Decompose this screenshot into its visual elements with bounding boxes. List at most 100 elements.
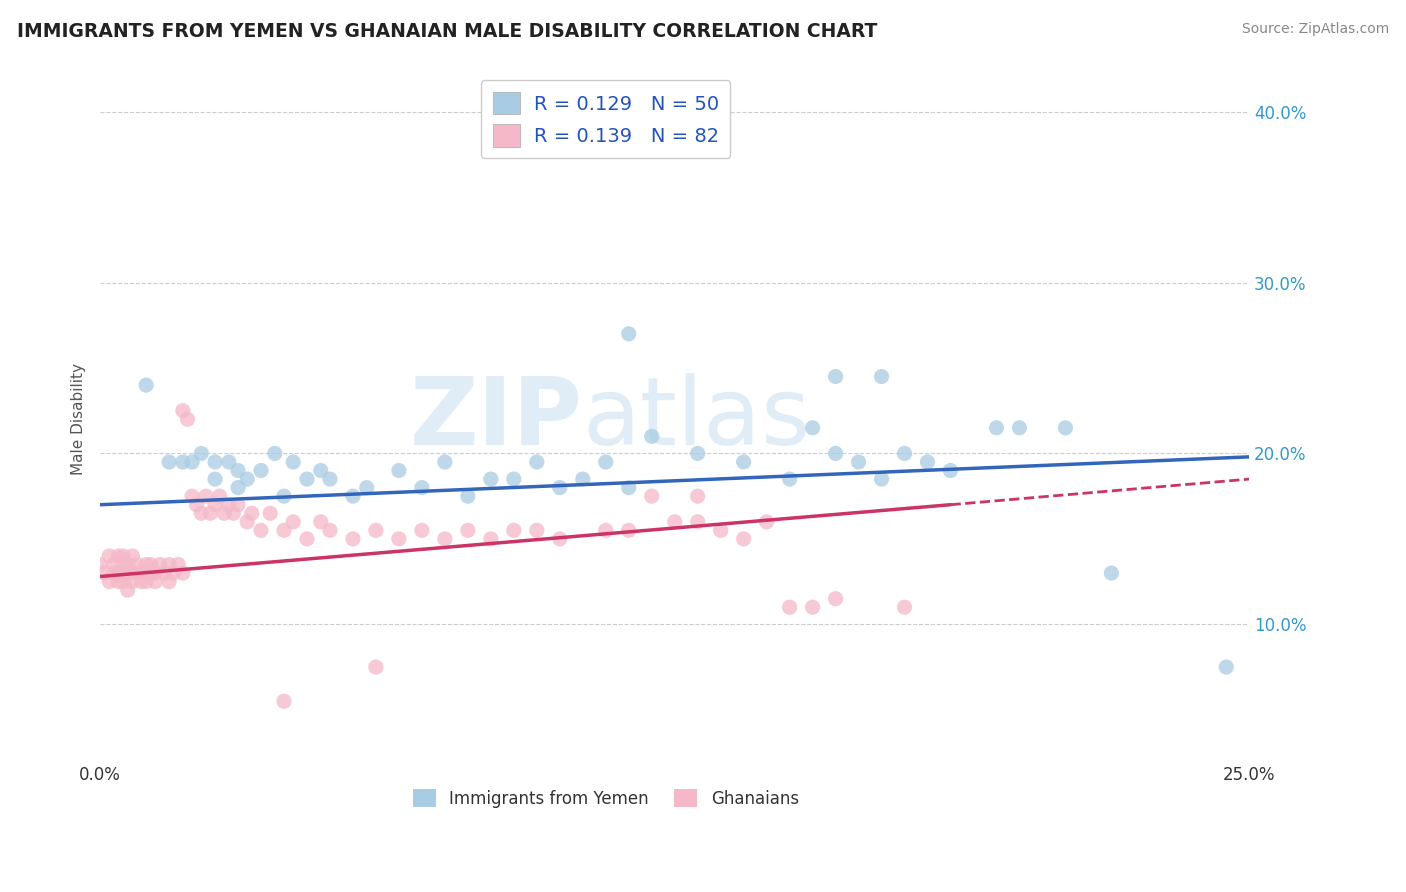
- Point: [309, 515, 332, 529]
- Point: [686, 489, 709, 503]
- Point: [135, 574, 157, 589]
- Point: [131, 566, 153, 580]
- Point: [190, 506, 212, 520]
- Point: [186, 498, 208, 512]
- Point: [181, 455, 204, 469]
- Point: [172, 455, 194, 469]
- Point: [364, 524, 387, 538]
- Point: [479, 532, 502, 546]
- Point: [112, 549, 135, 563]
- Point: [755, 515, 778, 529]
- Point: [295, 532, 318, 546]
- Point: [617, 524, 640, 538]
- Point: [1054, 421, 1077, 435]
- Point: [502, 524, 524, 538]
- Point: [319, 472, 342, 486]
- Point: [204, 472, 226, 486]
- Point: [157, 558, 180, 572]
- Point: [356, 481, 378, 495]
- Point: [194, 489, 217, 503]
- Point: [200, 506, 222, 520]
- Point: [226, 464, 249, 478]
- Point: [218, 455, 240, 469]
- Point: [117, 583, 139, 598]
- Point: [986, 421, 1008, 435]
- Point: [273, 489, 295, 503]
- Point: [107, 574, 129, 589]
- Point: [641, 429, 664, 443]
- Point: [135, 558, 157, 572]
- Point: [457, 489, 479, 503]
- Point: [172, 403, 194, 417]
- Point: [117, 566, 139, 580]
- Point: [801, 600, 824, 615]
- Point: [153, 566, 176, 580]
- Point: [259, 506, 281, 520]
- Point: [157, 574, 180, 589]
- Point: [107, 566, 129, 580]
- Point: [98, 574, 121, 589]
- Point: [457, 524, 479, 538]
- Text: atlas: atlas: [582, 373, 811, 466]
- Point: [273, 524, 295, 538]
- Point: [364, 660, 387, 674]
- Point: [139, 566, 162, 580]
- Point: [149, 558, 172, 572]
- Point: [240, 506, 263, 520]
- Point: [190, 446, 212, 460]
- Point: [893, 600, 915, 615]
- Point: [388, 464, 411, 478]
- Y-axis label: Male Disability: Male Disability: [72, 363, 86, 475]
- Point: [157, 455, 180, 469]
- Point: [779, 600, 801, 615]
- Point: [526, 455, 548, 469]
- Point: [502, 472, 524, 486]
- Point: [131, 574, 153, 589]
- Point: [1215, 660, 1237, 674]
- Point: [163, 566, 186, 580]
- Point: [595, 524, 617, 538]
- Point: [342, 532, 364, 546]
- Point: [433, 455, 456, 469]
- Point: [548, 481, 571, 495]
- Point: [824, 369, 846, 384]
- Point: [125, 566, 148, 580]
- Point: [733, 532, 755, 546]
- Point: [117, 558, 139, 572]
- Point: [617, 326, 640, 341]
- Point: [1099, 566, 1122, 580]
- Point: [204, 498, 226, 512]
- Point: [226, 481, 249, 495]
- Point: [526, 524, 548, 538]
- Point: [181, 489, 204, 503]
- Point: [411, 524, 433, 538]
- Point: [204, 455, 226, 469]
- Point: [893, 446, 915, 460]
- Point: [143, 566, 166, 580]
- Text: ZIP: ZIP: [411, 373, 582, 466]
- Point: [250, 464, 273, 478]
- Point: [595, 455, 617, 469]
- Point: [218, 498, 240, 512]
- Point: [167, 558, 190, 572]
- Point: [571, 472, 593, 486]
- Point: [89, 558, 111, 572]
- Point: [226, 498, 249, 512]
- Point: [309, 464, 332, 478]
- Point: [135, 378, 157, 392]
- Point: [143, 574, 166, 589]
- Point: [824, 446, 846, 460]
- Point: [236, 515, 259, 529]
- Point: [824, 591, 846, 606]
- Point: [176, 412, 198, 426]
- Point: [295, 472, 318, 486]
- Point: [103, 558, 125, 572]
- Point: [121, 549, 143, 563]
- Point: [263, 446, 285, 460]
- Point: [283, 455, 305, 469]
- Point: [112, 574, 135, 589]
- Point: [273, 694, 295, 708]
- Point: [917, 455, 939, 469]
- Point: [686, 515, 709, 529]
- Text: Source: ZipAtlas.com: Source: ZipAtlas.com: [1241, 22, 1389, 37]
